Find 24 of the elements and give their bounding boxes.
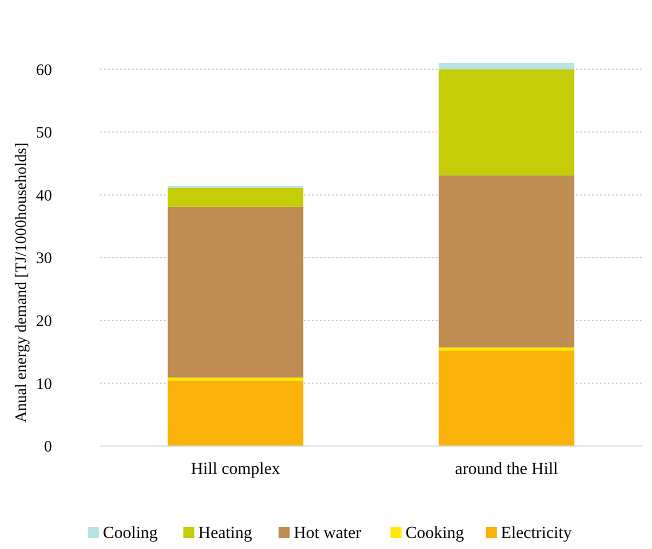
legend-label: Cooling xyxy=(102,523,158,542)
y-tick-label: 40 xyxy=(36,187,52,204)
bar xyxy=(168,188,304,207)
bar xyxy=(438,347,574,351)
bar xyxy=(438,175,574,348)
y-tick-label: 20 xyxy=(36,313,52,330)
y-tick-label: 60 xyxy=(36,62,52,79)
y-tick-label: 50 xyxy=(36,124,52,142)
y-axis-title: Anual energy demand [TJ/1000households] xyxy=(13,142,30,423)
y-tick-label: 0 xyxy=(44,438,52,456)
bar xyxy=(438,63,574,70)
y-tick-label: 30 xyxy=(36,250,52,268)
bar xyxy=(168,378,304,381)
x-tick-label: Hill complex xyxy=(190,459,281,478)
x-tick-label: around the Hill xyxy=(455,459,558,478)
bar xyxy=(168,206,304,378)
legend-label: Cooking xyxy=(406,523,465,542)
legend-label: Heating xyxy=(198,523,253,542)
y-tick-label: 10 xyxy=(36,376,52,393)
bar xyxy=(168,380,304,446)
legend-label: Electricity xyxy=(500,523,572,542)
bar xyxy=(438,350,574,446)
bar xyxy=(438,69,574,176)
legend-label: Hot water xyxy=(294,523,362,542)
